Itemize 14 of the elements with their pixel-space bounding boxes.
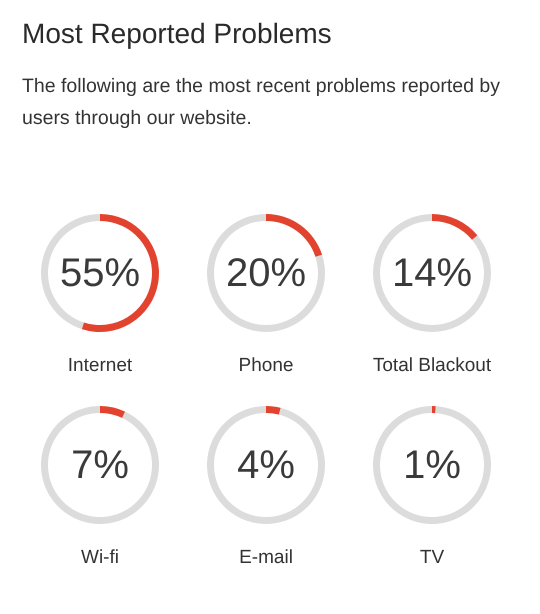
text: Wi-fi <box>81 547 119 568</box>
text: The following are the most recent problems reported by users through our website. <box>22 74 501 131</box>
text: 20% <box>226 251 306 295</box>
text: E-mail <box>239 547 293 568</box>
text: Internet <box>68 355 133 376</box>
text: 14% <box>392 251 472 295</box>
text: 4% <box>237 443 295 487</box>
text: Phone <box>238 355 294 376</box>
text: 7% <box>71 443 129 487</box>
text: Total Blackout <box>372 355 492 376</box>
text: Most Reported Problems <box>22 18 333 50</box>
text: TV <box>420 547 444 568</box>
text: 55% <box>60 251 140 295</box>
text: 1% <box>403 443 461 487</box>
